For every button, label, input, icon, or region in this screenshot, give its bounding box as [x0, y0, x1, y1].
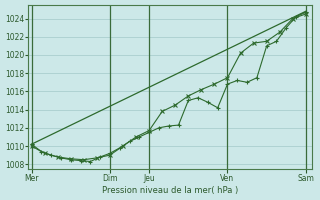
X-axis label: Pression niveau de la mer( hPa ): Pression niveau de la mer( hPa ) — [102, 186, 238, 195]
